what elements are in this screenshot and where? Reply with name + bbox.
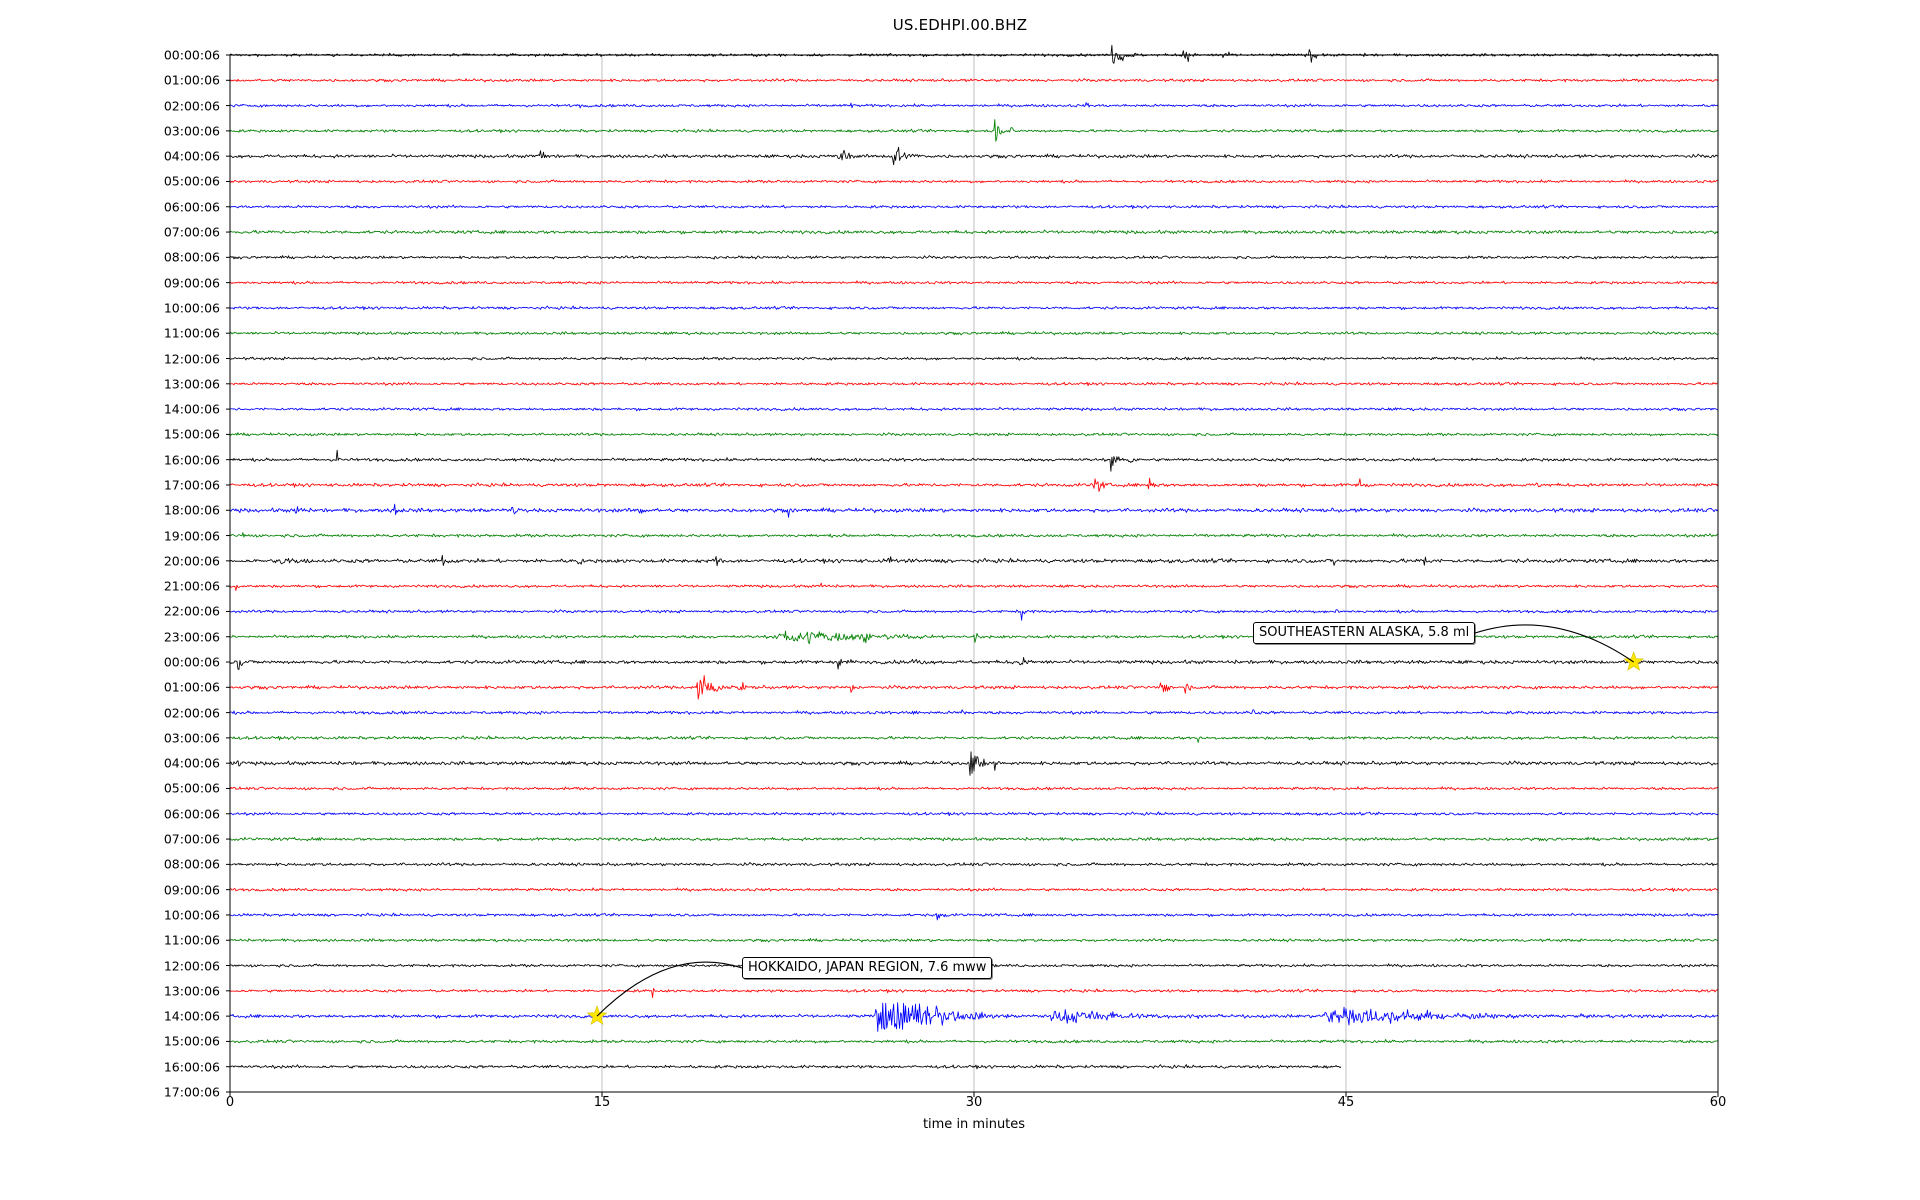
y-axis-tick-label: 06:00:06 bbox=[163, 199, 220, 215]
y-axis-tick-label: 15:00:06 bbox=[163, 426, 220, 442]
y-axis-tick-label: 21:00:06 bbox=[163, 578, 220, 594]
x-axis-tick-label: 15 bbox=[593, 1095, 611, 1110]
y-axis-tick-label: 13:00:06 bbox=[163, 376, 220, 392]
y-axis-tick-label: 01:00:06 bbox=[163, 72, 220, 88]
y-axis-tick-label: 20:00:06 bbox=[163, 553, 220, 569]
y-axis-tick-label: 15:00:06 bbox=[163, 1033, 220, 1049]
y-axis-tick-label: 16:00:06 bbox=[163, 1059, 220, 1075]
y-axis-tick-label: 02:00:06 bbox=[163, 98, 220, 114]
y-axis-tick-label: 07:00:06 bbox=[163, 831, 220, 847]
annotation-leaders bbox=[596, 624, 1634, 1017]
y-axis-tick-label: 17:00:06 bbox=[163, 1084, 220, 1100]
y-axis-tick-label: 10:00:06 bbox=[163, 907, 220, 923]
x-axis-tick-label: 60 bbox=[1709, 1095, 1727, 1110]
event-markers bbox=[586, 651, 1645, 1025]
y-axis-tick-label: 11:00:06 bbox=[163, 932, 220, 948]
y-axis-tick-label: 17:00:06 bbox=[163, 477, 220, 493]
y-axis-tick-label: 03:00:06 bbox=[163, 730, 220, 746]
y-axis-tick-label: 03:00:06 bbox=[163, 123, 220, 139]
x-axis-title: time in minutes bbox=[922, 1117, 1026, 1132]
y-axis-tick-label: 12:00:06 bbox=[163, 958, 220, 974]
y-axis-tick-label: 02:00:06 bbox=[163, 705, 220, 721]
y-axis-tick-label: 05:00:06 bbox=[163, 173, 220, 189]
y-axis-tick-label: 16:00:06 bbox=[163, 452, 220, 468]
y-axis-tick-label: 14:00:06 bbox=[163, 401, 220, 417]
y-axis-tick-label: 04:00:06 bbox=[163, 148, 220, 164]
y-axis-tick-label: 07:00:06 bbox=[163, 224, 220, 240]
axis-ticks bbox=[226, 54, 1719, 1097]
y-axis-tick-label: 09:00:06 bbox=[163, 275, 220, 291]
x-axis-tick-label: 30 bbox=[965, 1095, 983, 1110]
y-axis-tick-label: 11:00:06 bbox=[163, 325, 220, 341]
y-axis-tick-label: 00:00:06 bbox=[163, 47, 220, 63]
y-axis-tick-label: 06:00:06 bbox=[163, 806, 220, 822]
y-axis-tick-label: 09:00:06 bbox=[163, 882, 220, 898]
y-axis-tick-label: 12:00:06 bbox=[163, 351, 220, 366]
y-axis-tick-label: 14:00:06 bbox=[163, 1008, 220, 1024]
page-title: US.EDHPI.00.BHZ bbox=[892, 16, 1028, 34]
y-axis-tick-label: 22:00:06 bbox=[163, 603, 220, 619]
y-axis-tick-label: 04:00:06 bbox=[163, 755, 220, 771]
x-axis-tick-label: 45 bbox=[1337, 1095, 1355, 1110]
y-axis-tick-label: 05:00:06 bbox=[163, 780, 220, 796]
event-annotation-label: SOUTHEASTERN ALASKA, 5.8 ml bbox=[1253, 622, 1476, 644]
y-axis-tick-label: 08:00:06 bbox=[163, 249, 220, 265]
y-axis-tick-label: 19:00:06 bbox=[163, 528, 220, 544]
y-axis-tick-label: 13:00:06 bbox=[163, 983, 220, 999]
y-axis-tick-label: 18:00:06 bbox=[163, 502, 220, 518]
y-axis-tick-label: 10:00:06 bbox=[163, 300, 220, 316]
y-axis-tick-label: 23:00:06 bbox=[163, 629, 220, 645]
x-axis-tick-label: 0 bbox=[225, 1095, 235, 1110]
grid-lines bbox=[601, 55, 1347, 1092]
y-axis-tick-label: 08:00:06 bbox=[163, 856, 220, 872]
y-axis-tick-label: 00:00:06 bbox=[163, 654, 220, 670]
y-axis-tick-label: 01:00:06 bbox=[163, 679, 220, 695]
event-annotation-label: HOKKAIDO, JAPAN REGION, 7.6 mww bbox=[742, 957, 993, 979]
